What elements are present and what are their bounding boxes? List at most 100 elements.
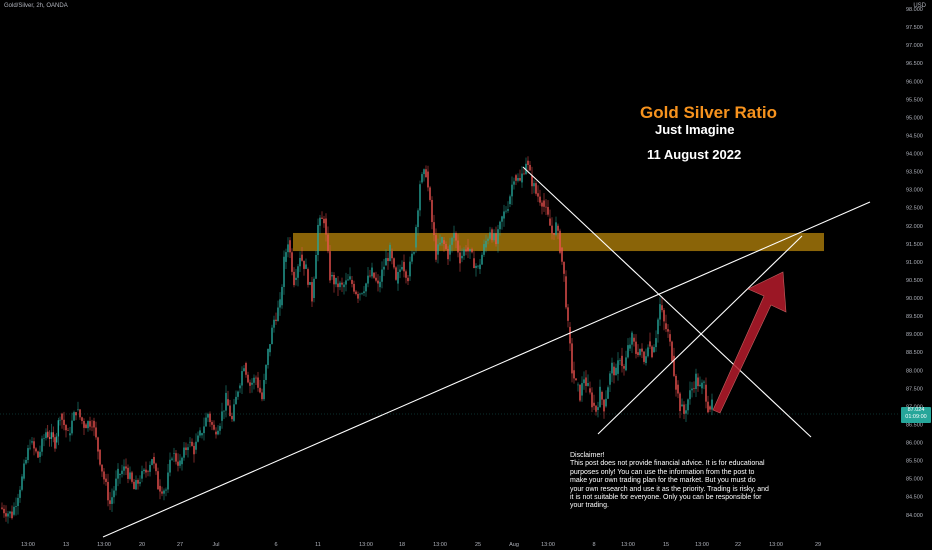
candle-body — [271, 327, 273, 345]
candle-body — [5, 513, 7, 517]
candle-body — [649, 341, 651, 347]
candle-body — [481, 254, 483, 265]
projection-arrow[interactable] — [712, 271, 787, 414]
candle-body — [309, 282, 311, 285]
price-axis[interactable]: 98.000 97.500 97.000 96.500 96.000 95.500 95.0… — [906, 7, 923, 519]
candle-body — [437, 244, 439, 255]
candle-body — [63, 419, 65, 426]
candle-body — [461, 255, 463, 259]
candle-body — [607, 387, 609, 399]
candle-body — [625, 357, 627, 371]
candle-body — [29, 447, 31, 449]
candle-body — [569, 326, 571, 344]
rising-trendline[interactable] — [102, 201, 871, 538]
candle-body — [601, 391, 603, 400]
price-axis-tick: 97.000 — [906, 43, 923, 49]
candle-body — [397, 271, 399, 284]
candle-body — [69, 433, 71, 436]
candle-body — [245, 363, 247, 375]
candle-body — [403, 261, 405, 272]
channel-trendline[interactable] — [597, 235, 803, 435]
candle-body — [465, 249, 467, 252]
candle-body — [405, 271, 407, 278]
candle-body — [469, 249, 471, 252]
candle-body — [565, 276, 567, 308]
candle-body — [205, 417, 207, 427]
currency-label: USD — [913, 3, 926, 9]
candle-body — [659, 304, 661, 320]
candle-body — [243, 368, 245, 372]
candle-body — [593, 402, 595, 406]
candle-body — [339, 282, 341, 288]
candle-body — [1, 507, 3, 509]
candle-body — [41, 438, 43, 452]
candle-body — [52, 432, 54, 438]
candle-body — [665, 323, 667, 330]
candle-body — [455, 232, 457, 241]
time-axis[interactable]: 13:00 13 13:00 20 27 Jul 6 11 13:00 18 13:00 25 Aug 1… — [21, 542, 821, 548]
time-axis-tick: 20 — [139, 542, 145, 548]
candle-body — [661, 305, 663, 311]
symbol-label[interactable]: Gold/Silver, 2h, OANDA — [4, 3, 68, 9]
price-axis-tick: 95.500 — [906, 97, 923, 103]
time-axis-tick: 13:00 — [541, 542, 555, 548]
candle-body — [427, 171, 429, 188]
candle-body — [117, 468, 119, 479]
price-axis-tick: 85.000 — [906, 477, 923, 483]
candle-body — [129, 472, 131, 479]
candle-body — [363, 291, 365, 294]
candle-body — [471, 249, 473, 253]
candle-body — [301, 254, 303, 261]
price-axis-tick: 93.500 — [906, 170, 923, 176]
time-axis-tick: 13:00 — [359, 542, 373, 548]
candle-body — [645, 356, 647, 364]
candle-body — [107, 481, 109, 501]
candle-body — [583, 379, 585, 384]
candle-body — [539, 196, 541, 203]
candle-body — [119, 473, 121, 476]
candle-body — [327, 234, 329, 252]
disclaimer-note: Disclaimer! This post does not provide f… — [570, 452, 770, 511]
candle-body — [491, 229, 493, 241]
candle-body — [293, 271, 295, 286]
candle-body — [561, 247, 563, 262]
price-axis-tick: 96.000 — [906, 79, 923, 85]
candle-body — [27, 448, 29, 460]
candle-body — [343, 284, 345, 288]
candle-body — [279, 299, 281, 308]
candle-body — [313, 278, 315, 299]
candle-body — [581, 383, 583, 396]
candle-body — [341, 282, 343, 285]
candle-body — [149, 464, 151, 472]
candle-body — [81, 417, 83, 421]
candle-body — [411, 253, 413, 262]
candle-body — [299, 257, 301, 267]
candle-body — [525, 163, 527, 174]
candle-body — [311, 282, 313, 302]
candle-body — [369, 275, 371, 277]
candle-body — [113, 490, 115, 498]
candle-body — [167, 472, 169, 490]
candle-body — [71, 420, 73, 434]
falling-trendline[interactable] — [522, 166, 812, 438]
disclaimer-body: This post does not provide financial adv… — [570, 460, 769, 510]
candle-body — [163, 490, 165, 494]
candle-body — [603, 399, 605, 412]
candle-body — [109, 500, 111, 504]
candle-body — [647, 347, 649, 357]
candle-body — [391, 251, 393, 259]
candle-body — [183, 447, 185, 458]
candle-body — [533, 183, 535, 187]
resistance-zone[interactable] — [293, 232, 824, 252]
candle-body — [485, 240, 487, 248]
candle-body — [329, 251, 331, 281]
candle-body — [207, 414, 209, 418]
candle-body — [99, 449, 101, 465]
candle-body — [439, 242, 441, 245]
candle-body — [141, 471, 143, 479]
candle-body — [11, 511, 13, 519]
candle-body — [691, 388, 693, 391]
candle-body — [231, 416, 233, 420]
time-axis-tick: 13:00 — [97, 542, 111, 548]
